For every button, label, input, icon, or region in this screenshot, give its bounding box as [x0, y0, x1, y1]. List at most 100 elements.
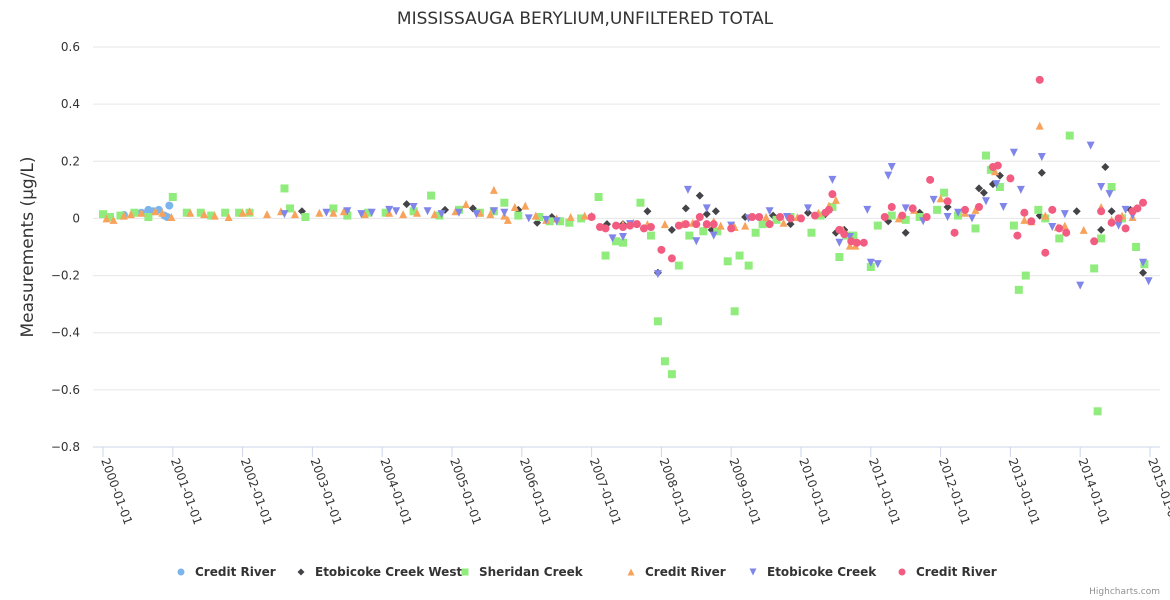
data-point[interactable] — [922, 213, 931, 221]
data-point[interactable] — [1121, 205, 1130, 214]
data-point[interactable] — [1013, 231, 1022, 240]
data-point[interactable] — [776, 213, 785, 221]
data-point[interactable] — [552, 217, 561, 226]
data-point[interactable] — [880, 213, 889, 221]
data-point[interactable] — [908, 204, 917, 213]
data-point[interactable] — [364, 208, 373, 217]
data-point[interactable] — [1144, 277, 1153, 286]
data-point[interactable] — [915, 213, 924, 221]
data-point[interactable] — [343, 211, 352, 220]
data-point[interactable] — [565, 218, 574, 227]
legend-item[interactable]: Credit River — [177, 565, 276, 579]
data-point[interactable] — [1016, 185, 1025, 194]
data-point[interactable] — [500, 208, 509, 217]
data-point[interactable] — [786, 214, 795, 223]
data-point[interactable] — [653, 270, 662, 279]
data-point[interactable] — [235, 208, 244, 217]
data-point[interactable] — [601, 224, 610, 233]
data-point[interactable] — [926, 175, 935, 184]
data-point[interactable] — [245, 207, 254, 216]
data-point[interactable] — [301, 213, 310, 221]
data-point[interactable] — [991, 167, 1000, 176]
data-point[interactable] — [1139, 268, 1148, 277]
data-point[interactable] — [699, 227, 708, 236]
data-point[interactable] — [735, 251, 744, 260]
data-point[interactable] — [709, 220, 718, 229]
data-point[interactable] — [1037, 168, 1046, 177]
data-point[interactable] — [681, 204, 690, 213]
data-point[interactable] — [207, 211, 216, 220]
data-point[interactable] — [619, 238, 628, 247]
data-point[interactable] — [803, 204, 812, 213]
data-point[interactable] — [556, 217, 565, 226]
data-point[interactable] — [1055, 224, 1064, 233]
data-point[interactable] — [1090, 237, 1099, 246]
data-point[interactable] — [594, 193, 603, 201]
data-point[interactable] — [329, 204, 338, 213]
data-point[interactable] — [158, 208, 167, 217]
data-point[interactable] — [1060, 210, 1069, 219]
data-point[interactable] — [748, 213, 757, 221]
data-point[interactable] — [803, 208, 812, 217]
data-point[interactable] — [1140, 260, 1149, 269]
data-point[interactable] — [402, 200, 411, 209]
data-point[interactable] — [765, 207, 774, 216]
data-point[interactable] — [130, 208, 139, 217]
data-point[interactable] — [472, 210, 481, 219]
legend-item[interactable]: Etobicoke Creek West — [297, 565, 463, 579]
data-point[interactable] — [151, 207, 160, 216]
data-point[interactable] — [126, 210, 135, 219]
data-point[interactable] — [674, 221, 683, 230]
data-point[interactable] — [1048, 205, 1057, 214]
data-point[interactable] — [643, 207, 652, 216]
data-point[interactable] — [730, 307, 739, 316]
data-point[interactable] — [566, 213, 575, 221]
data-point[interactable] — [1020, 208, 1029, 217]
data-point[interactable] — [828, 203, 837, 211]
data-point[interactable] — [810, 211, 819, 220]
data-point[interactable] — [102, 214, 111, 223]
data-point[interactable] — [981, 151, 990, 160]
data-point[interactable] — [1114, 221, 1123, 230]
data-point[interactable] — [674, 261, 683, 270]
data-point[interactable] — [943, 197, 952, 206]
data-point[interactable] — [500, 198, 509, 207]
data-point[interactable] — [758, 220, 767, 229]
data-point[interactable] — [901, 215, 910, 224]
data-point[interactable] — [437, 210, 446, 219]
data-point[interactable] — [1055, 234, 1064, 243]
data-point[interactable] — [657, 245, 666, 254]
data-point[interactable] — [887, 203, 896, 211]
data-point[interactable] — [531, 211, 540, 220]
data-point[interactable] — [1097, 183, 1106, 191]
data-point[interactable] — [863, 205, 872, 214]
data-point[interactable] — [685, 231, 694, 240]
data-point[interactable] — [1076, 281, 1085, 290]
data-point[interactable] — [873, 260, 882, 269]
data-point[interactable] — [824, 205, 833, 214]
data-point[interactable] — [1093, 407, 1102, 416]
data-point[interactable] — [866, 263, 875, 271]
data-point[interactable] — [612, 237, 621, 246]
data-point[interactable] — [660, 357, 669, 366]
data-point[interactable] — [1041, 211, 1050, 220]
legend-item[interactable]: Sheridan Creek — [461, 565, 584, 579]
data-point[interactable] — [695, 191, 704, 200]
data-point[interactable] — [887, 163, 896, 171]
data-point[interactable] — [894, 214, 903, 223]
data-point[interactable] — [744, 261, 753, 270]
data-point[interactable] — [137, 208, 146, 217]
data-point[interactable] — [1006, 174, 1015, 183]
data-point[interactable] — [765, 220, 774, 229]
data-point[interactable] — [667, 370, 676, 379]
data-point[interactable] — [1079, 225, 1088, 234]
data-point[interactable] — [168, 193, 177, 201]
data-point[interactable] — [901, 204, 910, 213]
data-point[interactable] — [971, 224, 980, 233]
data-point[interactable] — [413, 208, 422, 217]
data-point[interactable] — [503, 215, 512, 224]
data-point[interactable] — [709, 231, 718, 240]
data-point[interactable] — [1107, 218, 1116, 227]
data-point[interactable] — [580, 211, 589, 220]
data-point[interactable] — [933, 205, 942, 214]
